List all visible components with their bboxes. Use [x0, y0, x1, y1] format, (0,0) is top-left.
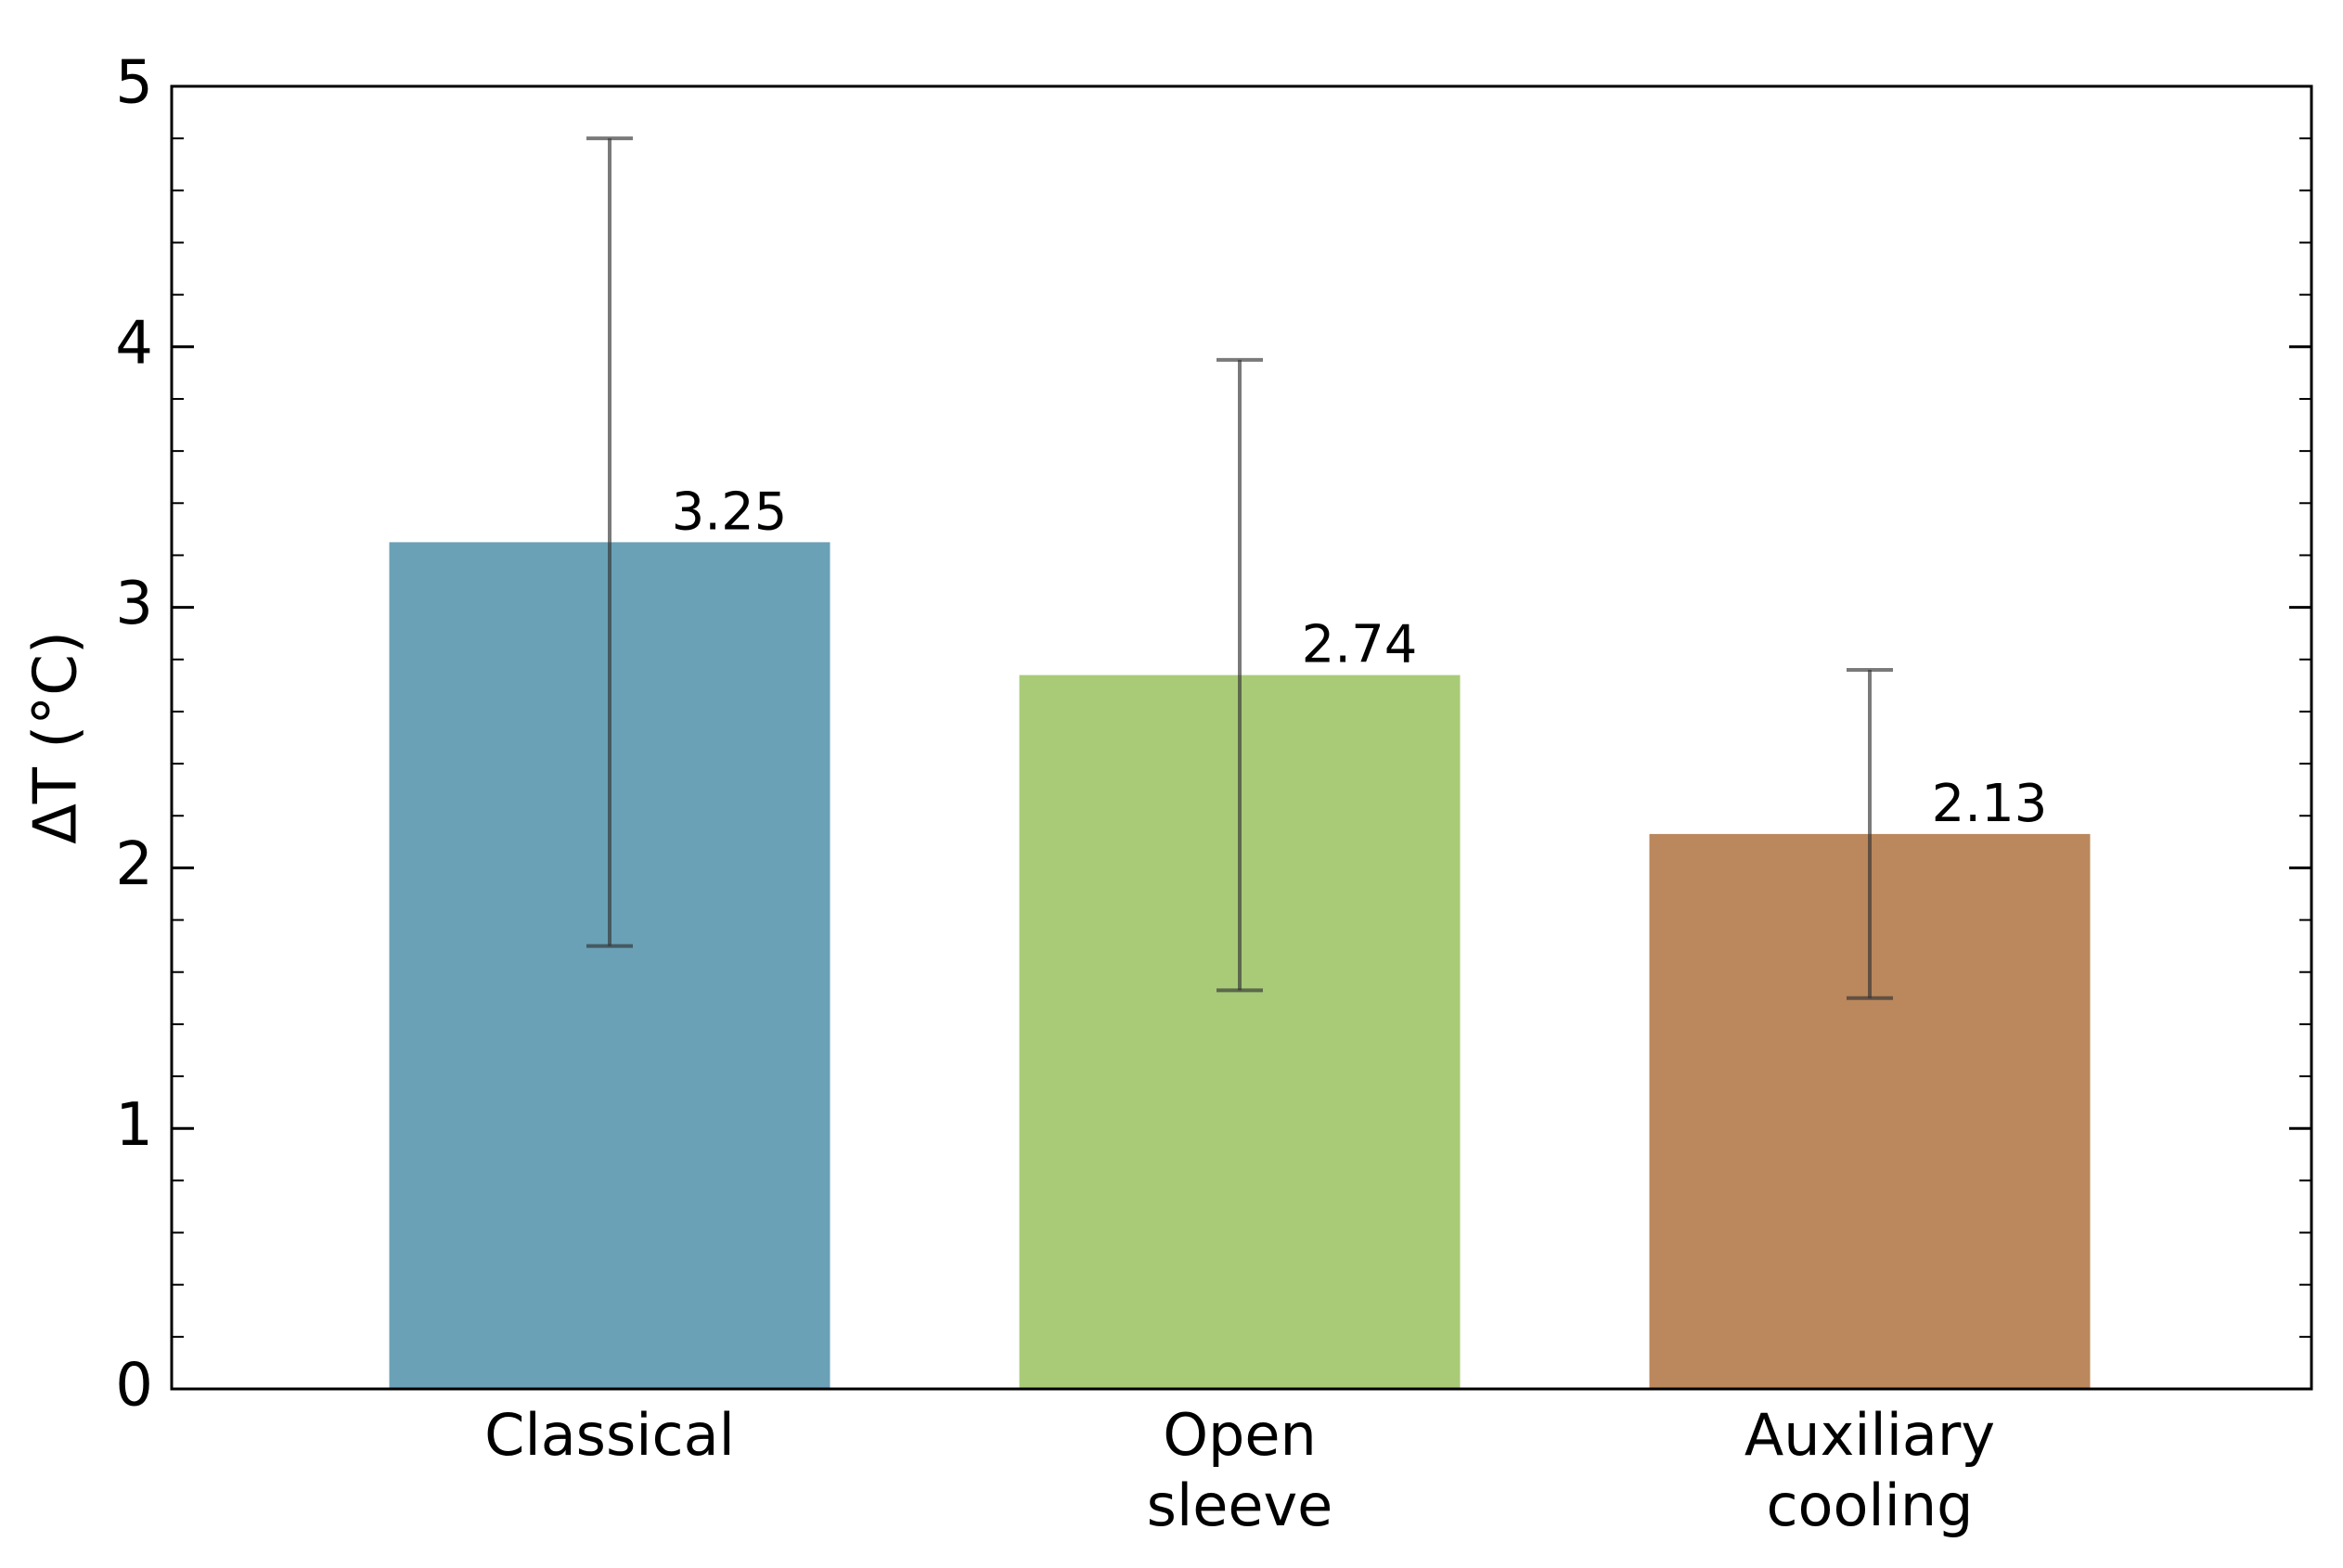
plot-frame: [170, 84, 2313, 1391]
x-tick-label: Auxiliary cooling: [1744, 1401, 1996, 1539]
value-label: 2.13: [1932, 774, 2048, 834]
y-tick-label: 5: [115, 49, 153, 118]
y-tick-label: 3: [115, 570, 153, 638]
x-tick-label: Open sleeve: [1146, 1401, 1333, 1539]
value-label: 2.74: [1302, 615, 1418, 675]
value-label: 3.25: [672, 482, 788, 542]
y-axis-label: ΔT (°C): [22, 631, 91, 844]
x-tick-label: Classical: [484, 1401, 735, 1469]
y-tick-label: 4: [115, 309, 153, 378]
y-tick-label: 2: [115, 830, 153, 899]
y-tick-label: 0: [115, 1352, 153, 1420]
y-tick-label: 1: [115, 1091, 153, 1160]
